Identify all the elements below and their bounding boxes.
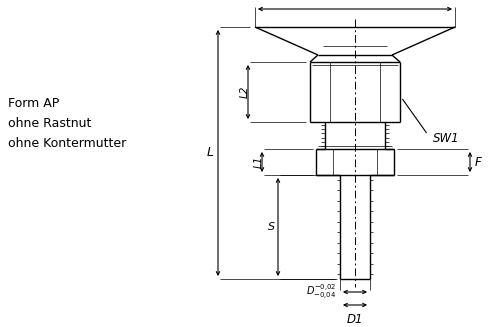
Text: SW1: SW1 bbox=[434, 132, 460, 146]
Text: L: L bbox=[206, 146, 214, 160]
Text: L1: L1 bbox=[254, 156, 264, 168]
Text: $D^{-0{,}02}_{-0{,}04}$: $D^{-0{,}02}_{-0{,}04}$ bbox=[306, 283, 336, 301]
Text: D2: D2 bbox=[347, 0, 363, 3]
Text: F: F bbox=[475, 156, 482, 168]
Text: Form AP
ohne Rastnut
ohne Kontermutter: Form AP ohne Rastnut ohne Kontermutter bbox=[8, 97, 126, 150]
Text: S: S bbox=[268, 222, 274, 232]
Text: D1: D1 bbox=[347, 313, 363, 326]
Text: L2: L2 bbox=[240, 86, 250, 98]
